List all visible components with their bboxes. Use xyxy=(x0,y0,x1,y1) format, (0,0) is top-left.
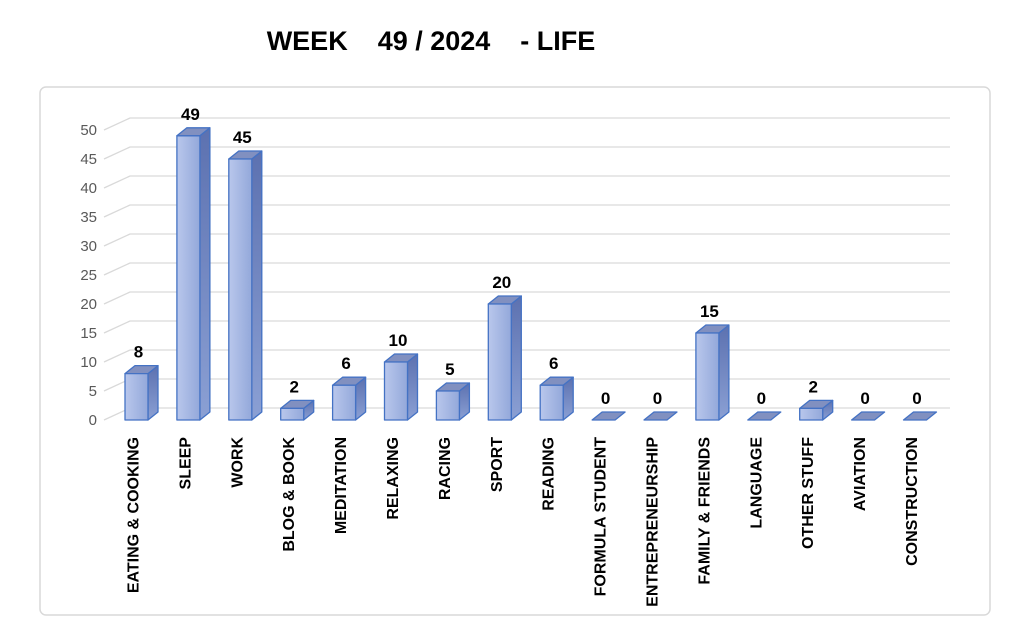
y-tick-5: 5 xyxy=(89,383,97,400)
bar-entrepreneurship xyxy=(643,411,678,421)
category-label-work: WORK xyxy=(229,437,246,488)
data-label-family-friends: 15 xyxy=(700,302,719,321)
bar-front-face xyxy=(280,407,305,421)
bar-zero-base xyxy=(850,411,886,421)
bar-work xyxy=(228,150,263,421)
data-label-aviation: 0 xyxy=(860,389,869,408)
bar-eating-cooking xyxy=(124,364,159,421)
category-label-language: LANGUAGE xyxy=(748,437,765,529)
category-label-other-stuff: OTHER STUFF xyxy=(800,437,817,549)
gridline-25 xyxy=(103,262,950,276)
data-label-meditation: 6 xyxy=(341,354,350,373)
category-label-construction: CONSTRUCTION xyxy=(904,437,921,566)
bar-blog-book xyxy=(280,399,315,421)
bar-family-friends xyxy=(695,324,730,421)
bar-front-face xyxy=(799,407,824,421)
gridline-20 xyxy=(103,291,950,305)
bar-front-face xyxy=(176,135,201,421)
data-label-blog-book: 2 xyxy=(289,377,298,396)
bar-zero-base xyxy=(747,411,782,421)
data-label-racing: 5 xyxy=(445,360,454,379)
bar-front-face xyxy=(695,332,720,421)
bar-aviation xyxy=(850,411,886,421)
y-tick-50: 50 xyxy=(80,122,97,139)
bar-front-face xyxy=(383,361,409,421)
bar-reading xyxy=(539,376,574,421)
bar-language xyxy=(747,411,782,421)
y-tick-25: 25 xyxy=(80,267,97,284)
y-tick-35: 35 xyxy=(80,209,97,226)
y-tick-0: 0 xyxy=(89,412,97,429)
data-label-reading: 6 xyxy=(549,354,558,373)
bar-formula-student xyxy=(591,411,626,421)
data-label-eating-cooking: 8 xyxy=(134,343,143,362)
bar-front-face xyxy=(228,158,253,421)
chart-title: WEEK 49 / 2024 - LIFE xyxy=(266,26,596,56)
category-labels: EATING & COOKING SLEEP WORK BLOG & BOOK MEDI… xyxy=(126,437,922,607)
gridline-15 xyxy=(103,320,950,334)
bar-zero-base xyxy=(591,411,626,421)
bar-other-stuff xyxy=(799,399,834,421)
y-tick-20: 20 xyxy=(80,296,97,313)
bar-relaxing xyxy=(383,353,419,421)
data-label-language: 0 xyxy=(757,389,766,408)
category-label-relaxing: RELAXING xyxy=(385,437,402,520)
y-axis-labels: 0 5 10 15 20 25 30 35 40 45 50 xyxy=(80,122,97,429)
data-label-construction: 0 xyxy=(912,389,921,408)
bar-racing xyxy=(435,382,471,421)
bar-front-face xyxy=(331,384,357,421)
y-tick-10: 10 xyxy=(80,354,97,371)
plot-frame xyxy=(39,86,991,616)
category-label-blog-book: BLOG & BOOK xyxy=(281,437,298,552)
data-label-formula-student: 0 xyxy=(601,389,610,408)
gridline-35 xyxy=(103,204,950,218)
bars xyxy=(124,127,938,421)
category-label-entrepreneurship: ENTREPRENEURSHIP xyxy=(645,437,662,607)
bar-side-face xyxy=(199,127,211,421)
bar-sleep xyxy=(176,127,211,421)
data-label-sleep: 49 xyxy=(181,105,200,124)
bar-zero-base xyxy=(643,411,678,421)
y-tick-30: 30 xyxy=(80,238,97,255)
bar-zero-base xyxy=(902,411,938,421)
bar-meditation xyxy=(331,376,367,421)
bar-front-face xyxy=(487,303,512,421)
bar-front-face xyxy=(539,384,564,421)
data-label-work: 45 xyxy=(233,128,252,147)
bar-side-face xyxy=(510,295,522,421)
category-label-reading: READING xyxy=(541,437,558,511)
data-label-sport: 20 xyxy=(492,273,511,292)
gridline-45 xyxy=(103,146,950,160)
y-tick-45: 45 xyxy=(80,151,97,168)
category-label-sleep: SLEEP xyxy=(177,437,194,490)
category-label-racing: RACING xyxy=(437,437,454,500)
gridline-50 xyxy=(103,117,950,131)
data-label-other-stuff: 2 xyxy=(808,377,817,396)
bar-side-face xyxy=(251,150,263,421)
bar-construction xyxy=(902,411,938,421)
bar-front-face xyxy=(124,372,149,421)
data-label-relaxing: 10 xyxy=(389,331,408,350)
category-label-aviation: AVIATION xyxy=(852,437,869,511)
category-label-family-friends: FAMILY & FRIENDS xyxy=(696,437,713,585)
bar-front-face xyxy=(435,390,461,421)
bar-side-face xyxy=(406,353,419,421)
category-label-sport: SPORT xyxy=(489,437,506,492)
y-tick-15: 15 xyxy=(80,325,97,342)
gridline-30 xyxy=(103,233,950,247)
category-label-eating-cooking: EATING & COOKING xyxy=(126,437,143,593)
category-label-meditation: MEDITATION xyxy=(333,437,350,534)
bar-side-face xyxy=(718,324,730,421)
bar-side-face xyxy=(147,364,159,421)
y-tick-40: 40 xyxy=(80,180,97,197)
gridlines xyxy=(103,117,950,421)
category-label-formula-student: FORMULA STUDENT xyxy=(593,437,610,597)
bar-sport xyxy=(487,295,522,421)
gridline-10 xyxy=(103,349,950,363)
data-label-entrepreneurship: 0 xyxy=(653,389,662,408)
gridline-40 xyxy=(103,175,950,189)
